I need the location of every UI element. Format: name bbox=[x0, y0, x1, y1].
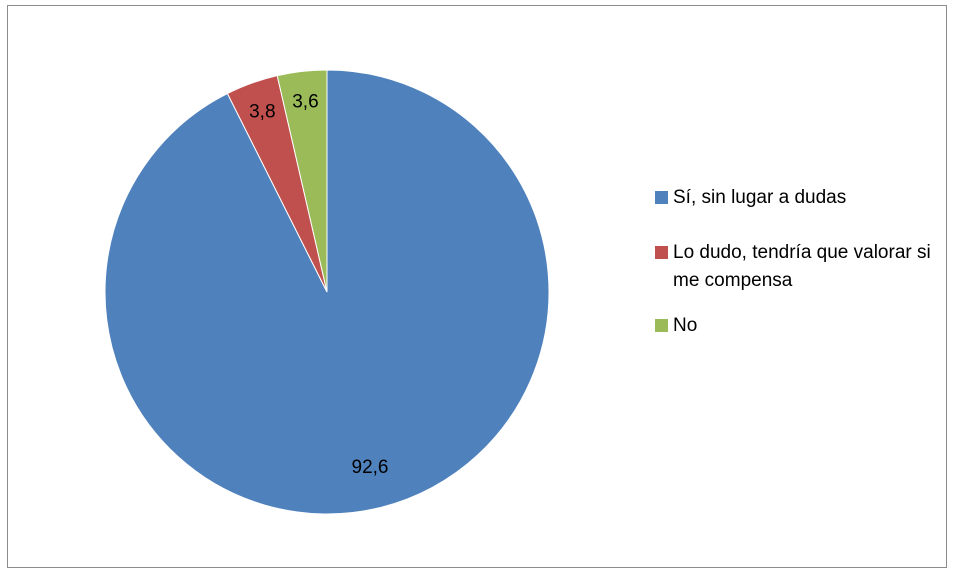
pie-chart: 92,6 3,8 3,6 bbox=[104, 69, 550, 515]
legend-item-lo-dudo: Lo dudo, tendría que valorar si me compe… bbox=[655, 239, 945, 295]
legend-label-no: No bbox=[673, 315, 698, 336]
legend-swatch-si bbox=[655, 191, 668, 204]
data-label-si: 92,6 bbox=[352, 457, 389, 478]
legend-item-si: Sí, sin lugar a dudas bbox=[655, 184, 945, 212]
legend-swatch-lo-dudo bbox=[655, 246, 668, 259]
legend-swatch-no bbox=[655, 319, 668, 332]
legend-label-lo-dudo: Lo dudo, tendría que valorar si me compe… bbox=[673, 242, 931, 291]
data-label-lo-dudo: 3,8 bbox=[249, 101, 275, 122]
legend: Sí, sin lugar a dudas Lo dudo, tendría q… bbox=[655, 184, 945, 340]
legend-label-si: Sí, sin lugar a dudas bbox=[673, 187, 847, 208]
chart-area: 92,6 3,8 3,6 Sí, sin lugar a dudas Lo dudo… bbox=[7, 5, 947, 568]
legend-item-no: No bbox=[655, 312, 945, 340]
pie-slice-no bbox=[276, 69, 328, 293]
data-label-no: 3,6 bbox=[292, 91, 318, 112]
